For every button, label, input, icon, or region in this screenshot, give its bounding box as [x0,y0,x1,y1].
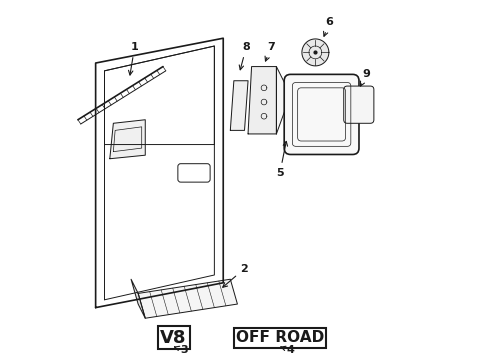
Text: 7: 7 [264,42,274,61]
FancyBboxPatch shape [343,86,373,123]
Polygon shape [276,67,290,134]
Text: 9: 9 [360,69,370,86]
Polygon shape [247,67,276,134]
Polygon shape [138,279,237,318]
Text: 4: 4 [280,345,294,355]
Text: OFF ROAD: OFF ROAD [235,330,324,345]
Polygon shape [301,39,328,66]
Text: 8: 8 [239,42,250,70]
Text: V8: V8 [160,329,186,347]
FancyBboxPatch shape [284,75,358,154]
FancyBboxPatch shape [178,164,210,182]
Text: 3: 3 [174,345,188,355]
Text: 2: 2 [223,264,248,287]
Text: 5: 5 [276,141,287,178]
Text: 6: 6 [323,17,333,36]
Polygon shape [131,279,145,318]
Text: 1: 1 [128,42,138,75]
Polygon shape [230,81,247,130]
Polygon shape [110,120,145,159]
